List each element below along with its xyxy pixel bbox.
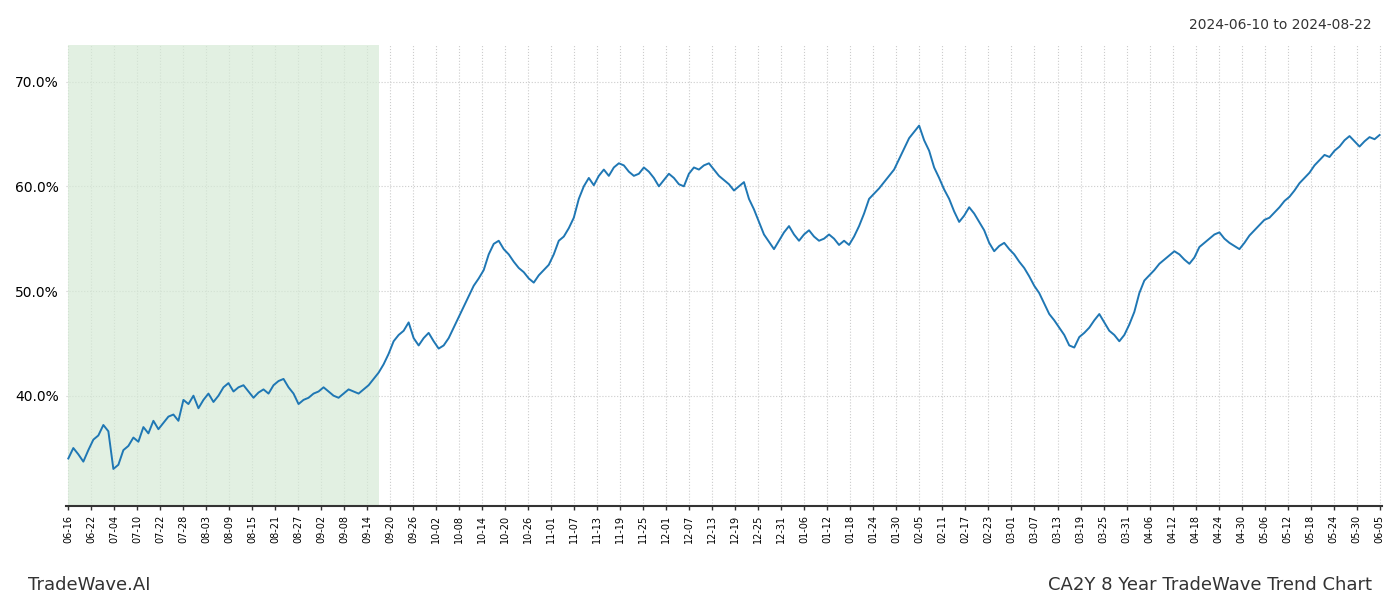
Text: TradeWave.AI: TradeWave.AI [28,576,151,594]
Text: 2024-06-10 to 2024-08-22: 2024-06-10 to 2024-08-22 [1190,18,1372,32]
Text: CA2Y 8 Year TradeWave Trend Chart: CA2Y 8 Year TradeWave Trend Chart [1049,576,1372,594]
Bar [69,45,378,506]
